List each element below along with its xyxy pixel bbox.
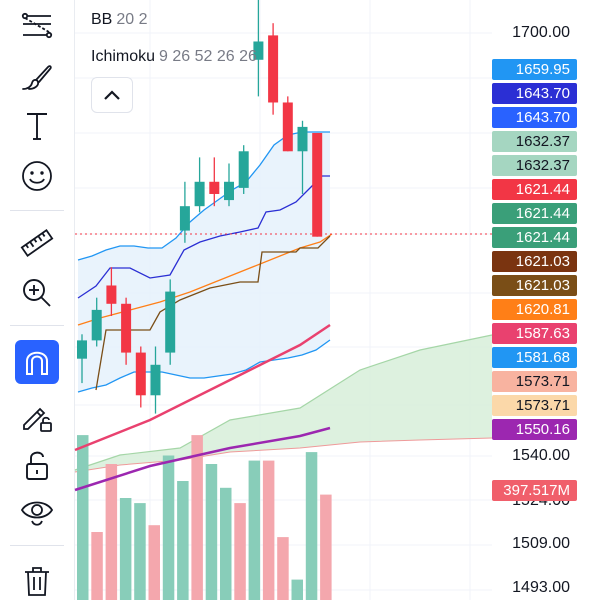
volume-bar xyxy=(277,537,289,600)
candle-body xyxy=(106,285,117,304)
eye-icon xyxy=(20,501,54,526)
price-tag: 1643.70 xyxy=(492,83,577,104)
legend-bb-params: 20 2 xyxy=(116,11,148,28)
candle-body xyxy=(121,303,132,353)
visibility-tool[interactable] xyxy=(15,490,59,534)
emoji-tool[interactable] xyxy=(15,154,59,198)
candle-body xyxy=(150,364,161,396)
price-tag: 1621.44 xyxy=(492,203,577,224)
price-tag: 1632.37 xyxy=(492,131,577,152)
brush-icon xyxy=(22,65,52,90)
brush-tool[interactable] xyxy=(15,55,59,99)
legend-bb-name: BB xyxy=(91,11,113,28)
purple-line xyxy=(74,426,331,492)
text-tool[interactable] xyxy=(15,104,59,148)
text-icon xyxy=(27,113,47,140)
volume-bar xyxy=(205,464,218,600)
lock-tool[interactable] xyxy=(15,443,59,487)
volume-bar xyxy=(91,532,103,600)
candle-body xyxy=(224,181,234,201)
volume-bar xyxy=(77,435,89,600)
bb-fill xyxy=(78,132,330,392)
legend-bb[interactable]: BB 20 2 xyxy=(91,11,147,29)
kijun-line xyxy=(95,235,331,391)
candle-body xyxy=(312,132,323,237)
candle-body xyxy=(91,309,102,341)
magnet-icon xyxy=(26,351,48,375)
collapse-legend-button[interactable] xyxy=(91,77,133,113)
axis-tick-label: 1493.00 xyxy=(512,579,570,596)
price-tag: 1587.63 xyxy=(492,323,577,344)
axis-tick-label: 1700.00 xyxy=(512,24,570,41)
trash-icon xyxy=(25,567,49,596)
lock-drawings-tool[interactable] xyxy=(15,395,59,439)
smiley-icon xyxy=(22,161,52,191)
price-tag: 1581.68 xyxy=(492,347,577,368)
price-tag: 1659.95 xyxy=(492,59,577,80)
legend-ichimoku-name: Ichimoku xyxy=(91,48,156,65)
price-tag: 1550.16 xyxy=(492,419,577,440)
candle-body xyxy=(297,126,308,152)
candle-body xyxy=(253,41,264,60)
price-tag: 1632.37 xyxy=(492,155,577,176)
volume-tag: 397.517M xyxy=(492,480,577,501)
magnet-tool[interactable] xyxy=(15,340,59,384)
trend-line-tool[interactable] xyxy=(15,4,59,48)
candle-body xyxy=(209,181,220,194)
candle-body xyxy=(135,352,146,396)
pencil-lock-icon xyxy=(23,407,52,432)
trend-lines-icon xyxy=(21,12,53,39)
chevron-up-icon xyxy=(104,90,120,100)
volume-bar xyxy=(162,455,175,600)
candle-body xyxy=(194,181,205,207)
zoom-in-icon xyxy=(23,279,51,307)
volume-bar xyxy=(291,579,303,600)
price-tag: 1621.44 xyxy=(492,227,577,248)
volume-bar xyxy=(191,435,203,600)
axis-tick-label: 1540.00 xyxy=(512,447,570,464)
volume-bar xyxy=(320,494,332,600)
legend-ichimoku-params: 9 26 52 26 26 xyxy=(159,48,257,65)
lagging-span xyxy=(77,233,333,326)
volume-bar xyxy=(148,525,160,600)
volume-bar xyxy=(105,464,118,600)
price-tag: 1573.71 xyxy=(492,395,577,416)
delete-tool[interactable] xyxy=(15,559,59,603)
unlock-icon xyxy=(26,451,48,480)
volume-bar xyxy=(134,503,146,600)
zoom-tool[interactable] xyxy=(15,271,59,315)
volume-bar xyxy=(177,481,189,600)
pink-line xyxy=(74,323,331,452)
price-tag: 1621.44 xyxy=(492,179,577,200)
volume-bar xyxy=(262,460,275,600)
tenkan-line xyxy=(77,175,330,299)
volume-bar xyxy=(234,503,246,600)
bb-lower-line xyxy=(77,339,331,393)
volume-bar xyxy=(305,452,318,600)
candle-body xyxy=(238,151,249,188)
candle-body xyxy=(282,102,293,152)
candle-body xyxy=(77,340,87,359)
candle-body xyxy=(179,206,190,231)
volume-bar xyxy=(248,460,261,600)
drawing-toolbar xyxy=(0,0,75,600)
ruler-tool[interactable] xyxy=(15,221,59,265)
price-tag: 1573.71 xyxy=(492,371,577,392)
axis-tick-label: 1509.00 xyxy=(512,535,570,552)
ruler-icon xyxy=(20,229,54,257)
candle-body xyxy=(268,35,279,103)
senkou-b-line xyxy=(74,437,493,473)
volume-bar xyxy=(119,498,132,600)
price-tag: 1643.70 xyxy=(492,107,577,128)
price-tag: 1621.03 xyxy=(492,251,577,272)
ichimoku-cloud xyxy=(75,335,492,472)
senkou-a-line xyxy=(74,334,493,471)
volume-bar xyxy=(220,487,232,600)
candle-body xyxy=(165,291,176,353)
price-tag: 1620.81 xyxy=(492,299,577,320)
price-tag: 1621.03 xyxy=(492,275,577,296)
legend-ichimoku[interactable]: Ichimoku 9 26 52 26 26 xyxy=(91,48,257,66)
